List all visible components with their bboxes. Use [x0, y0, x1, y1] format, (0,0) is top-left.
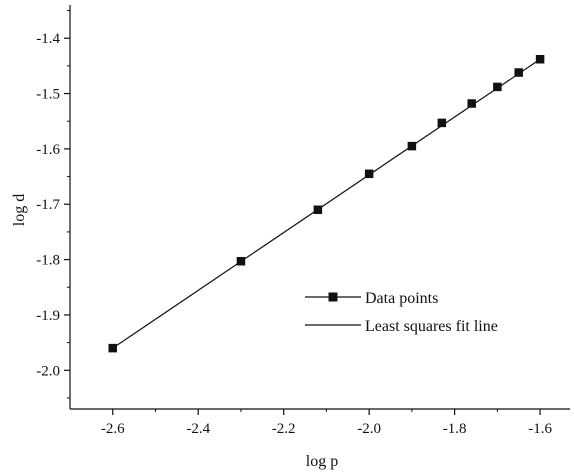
x-tick-label: -1.8: [443, 421, 467, 437]
legend-label-fit: Least squares fit line: [365, 318, 498, 335]
data-point: [407, 141, 417, 151]
x-axis: -2.6 -2.4 -2.2 -2.0 -1.8 -1.6: [101, 409, 552, 437]
legend: Data points Least squares fit line: [305, 290, 498, 335]
y-tick-label: -2.0: [36, 363, 60, 379]
y-axis: -2.0 -1.9 -1.8 -1.7 -1.6 -1.5 -1.4: [36, 10, 70, 399]
data-point: [236, 256, 246, 266]
x-tick-label: -2.6: [101, 421, 125, 437]
data-point: [467, 99, 476, 108]
x-tick-label: -2.4: [186, 421, 210, 437]
plot-area: [69, 5, 570, 410]
y-axis-label: log d: [11, 194, 28, 226]
data-point: [313, 205, 323, 215]
data-point: [437, 118, 447, 128]
legend-marker-data-points: [328, 292, 338, 302]
x-tick-label: -2.2: [272, 421, 296, 437]
y-tick-label: -1.8: [36, 253, 60, 269]
y-tick-label: -1.9: [36, 308, 60, 324]
x-tick-label: -1.6: [528, 421, 552, 437]
y-tick-label: -1.7: [36, 197, 60, 213]
series-layer: [108, 54, 545, 353]
y-tick-label: -1.5: [36, 87, 60, 103]
x-tick-label: -2.0: [357, 421, 381, 437]
y-tick-label: -1.6: [36, 142, 60, 158]
data-point: [108, 343, 117, 353]
x-axis-label: log p: [306, 453, 338, 470]
data-point: [493, 82, 502, 92]
data-point: [535, 54, 545, 64]
legend-label-data-points: Data points: [365, 290, 438, 307]
data-point: [514, 68, 523, 77]
y-tick-label: -1.4: [36, 31, 60, 47]
data-point: [364, 169, 374, 179]
fit-line: [112, 58, 541, 349]
